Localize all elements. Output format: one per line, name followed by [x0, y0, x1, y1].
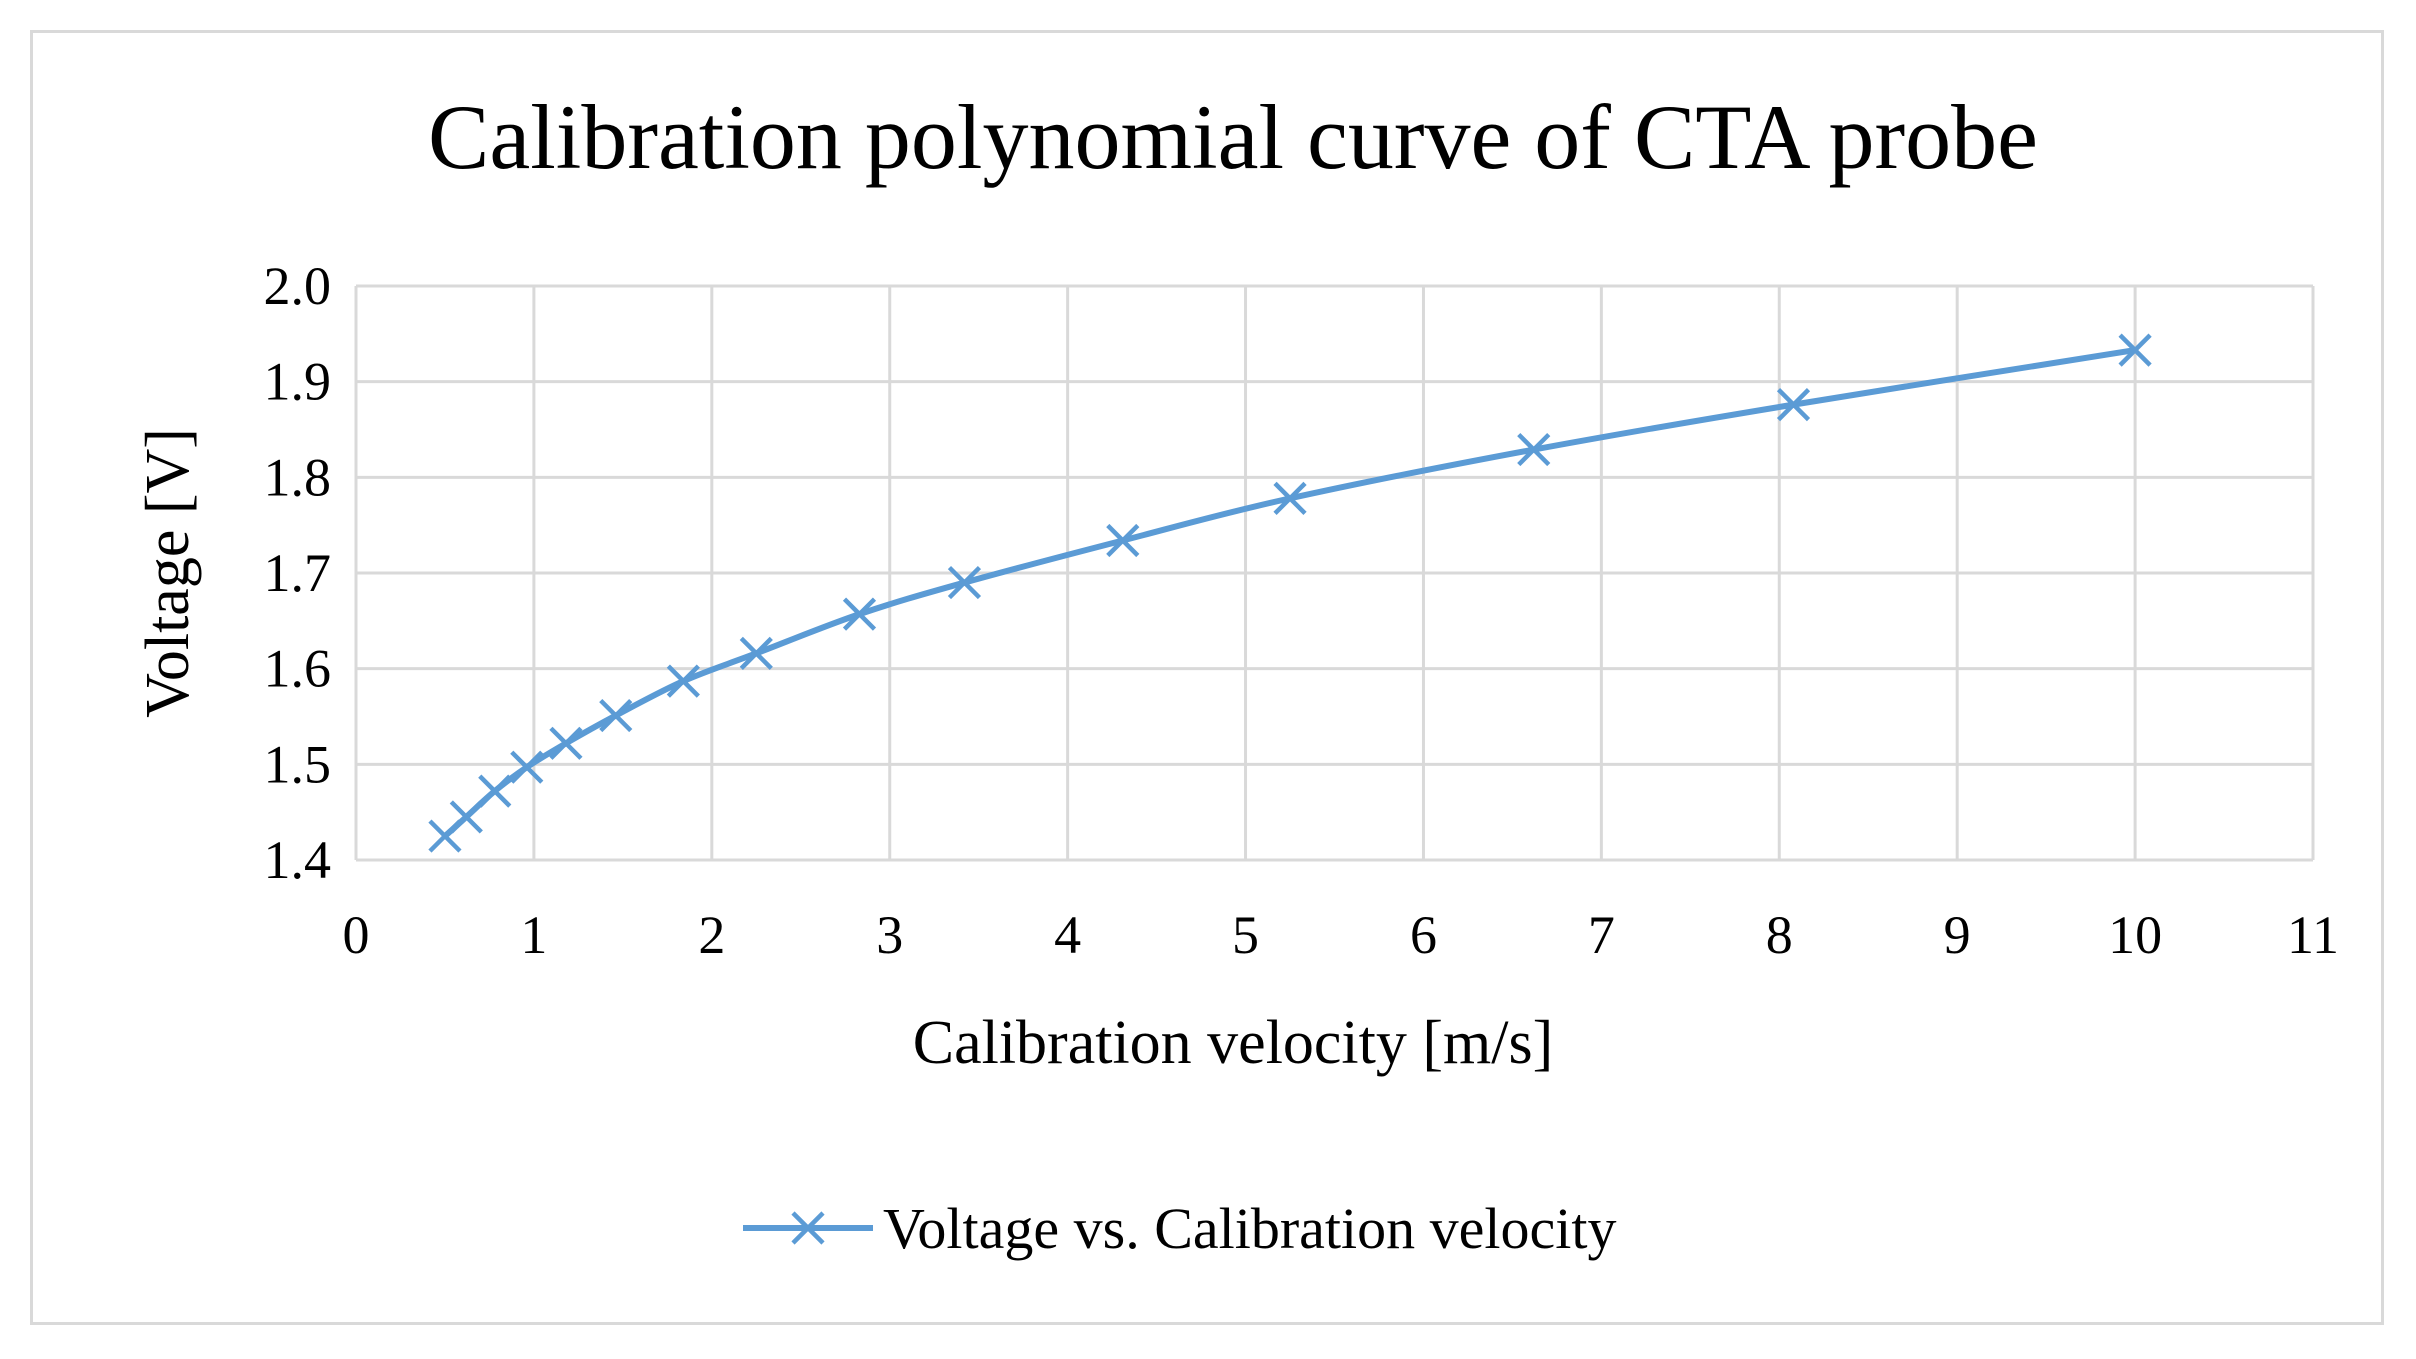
data-point-x-stroke	[842, 597, 877, 631]
x-tick-label: 6	[1410, 905, 1437, 965]
x-tick-label: 9	[1944, 905, 1971, 965]
legend-x-marker	[791, 1211, 825, 1245]
data-point-x-stroke	[1273, 481, 1307, 515]
data-point	[666, 664, 700, 698]
data-point-x-stroke	[1106, 523, 1140, 558]
y-tick-label: 1.8	[264, 447, 332, 507]
data-point	[510, 750, 544, 784]
data-point	[449, 800, 483, 834]
x-tick-label: 3	[876, 905, 903, 965]
chart-title: Calibration polynomial curve of CTA prob…	[428, 86, 2038, 188]
chart-svg: Calibration polynomial curve of CTA prob…	[134, 86, 2340, 1261]
data-point	[947, 565, 982, 600]
series-voltage	[428, 333, 2152, 853]
data-point	[1517, 432, 1551, 467]
x-tick-label: 0	[343, 905, 370, 965]
y-tick-label: 1.4	[264, 830, 332, 890]
data-point-x-stroke	[549, 726, 583, 760]
data-point	[2118, 333, 2152, 367]
y-axis-title: Voltage [V]	[134, 428, 202, 718]
data-point-x-stroke	[666, 664, 700, 698]
x-tick-label: 4	[1054, 905, 1081, 965]
data-point-x-stroke	[599, 698, 633, 733]
x-tick-label: 5	[1232, 905, 1259, 965]
x-tick-label: 1	[520, 905, 547, 965]
y-tick-labels: 1.4 1.5 1.6 1.7 1.8 1.9 2.0	[264, 256, 332, 890]
data-point	[842, 597, 877, 631]
y-tick-label: 1.9	[264, 352, 332, 412]
data-point-x-stroke	[1517, 432, 1551, 467]
legend-label: Voltage vs. Calibration velocity	[883, 1196, 1616, 1261]
data-point	[599, 698, 633, 733]
chart-frame: Calibration polynomial curve of CTA prob…	[30, 30, 2384, 1325]
data-point-x-stroke	[478, 774, 512, 808]
y-tick-label: 1.7	[264, 543, 332, 603]
data-point-x-stroke	[510, 750, 544, 784]
data-point	[1776, 388, 1811, 422]
x-tick-label: 11	[2287, 905, 2339, 965]
x-tick-label: 2	[698, 905, 725, 965]
gridlines	[354, 284, 2315, 862]
y-tick-label: 1.6	[264, 639, 332, 699]
data-point	[478, 774, 512, 808]
data-point-x-stroke	[1776, 388, 1811, 422]
data-point-x-stroke	[947, 565, 982, 600]
legend-marker-stroke	[791, 1211, 825, 1245]
x-tick-label: 8	[1766, 905, 1793, 965]
legend: Voltage vs. Calibration velocity	[743, 1196, 1616, 1261]
x-tick-labels: 0 1 2 3 4 5 6 7 8 9 10 11	[343, 905, 2340, 965]
data-point-x-stroke	[2118, 333, 2152, 367]
data-point	[1106, 523, 1140, 558]
data-point	[1273, 481, 1307, 515]
data-point	[549, 726, 583, 760]
x-tick-label: 7	[1588, 905, 1615, 965]
data-point-x-stroke	[739, 636, 773, 670]
x-axis-title: Calibration velocity [m/s]	[913, 1009, 1554, 1077]
data-point-x-stroke	[449, 800, 483, 834]
y-tick-label: 2.0	[264, 256, 332, 316]
x-tick-label: 10	[2108, 905, 2162, 965]
data-point	[739, 636, 773, 670]
y-tick-label: 1.5	[264, 734, 332, 794]
